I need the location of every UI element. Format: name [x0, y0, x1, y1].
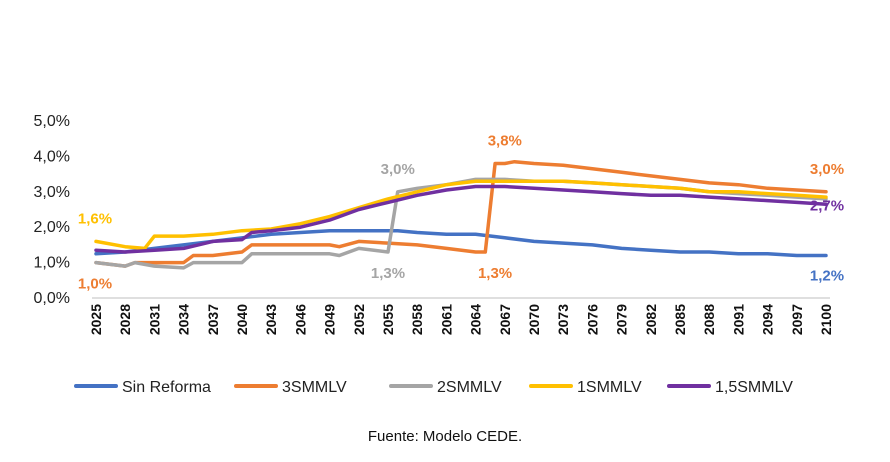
data-label: 1,3% [478, 265, 512, 282]
x-tick-label: 2079 [614, 304, 630, 335]
data-label: 3,0% [381, 161, 415, 178]
x-tick-label: 2070 [526, 304, 542, 335]
x-tick-label: 2049 [322, 304, 338, 335]
x-tick-label: 2028 [117, 304, 133, 335]
x-tick-label: 2034 [176, 304, 192, 335]
x-tick-label: 2064 [468, 304, 484, 335]
data-label: 3,8% [488, 132, 522, 149]
x-tick-label: 2073 [555, 304, 571, 335]
x-tick-label: 2061 [438, 304, 454, 335]
x-tick-label: 2082 [643, 304, 659, 335]
y-tick-label: 5,0% [34, 113, 70, 130]
y-tick-label: 3,0% [34, 184, 70, 201]
y-tick-label: 0,0% [34, 290, 70, 307]
x-tick-label: 2043 [263, 304, 279, 335]
y-tick-label: 4,0% [34, 148, 70, 165]
data-label: 1,6% [78, 210, 112, 227]
series-line-1smmlv [94, 179, 828, 251]
x-tick-label: 2094 [760, 304, 776, 335]
x-tick-label: 2031 [146, 304, 162, 335]
legend-label: 1SMMLV [577, 379, 642, 396]
x-tick-label: 2088 [701, 304, 717, 335]
legend-label: 1,5SMMLV [715, 379, 793, 396]
legend-label: Sin Reforma [122, 379, 211, 396]
x-tick-label: 2025 [88, 304, 104, 335]
y-tick-label: 1,0% [34, 255, 70, 272]
source-note: Fuente: Modelo CEDE. [367, 428, 523, 445]
x-tick-label: 2052 [351, 304, 367, 335]
x-tick-label: 2037 [205, 304, 221, 335]
data-label: 2,7% [810, 197, 844, 214]
x-tick-label: 2055 [380, 304, 396, 335]
series-line-3smmlv [94, 159, 828, 268]
data-label: 1,3% [371, 265, 405, 282]
legend-label: 3SMMLV [282, 379, 347, 396]
x-tick-label: 2058 [409, 304, 425, 335]
data-label: 1,2% [810, 268, 844, 285]
x-tick-label: 2067 [497, 304, 513, 335]
x-tick-label: 2091 [730, 304, 746, 335]
x-tick-label: 2097 [789, 304, 805, 335]
x-tick-label: 2085 [672, 304, 688, 335]
x-tick-label: 2076 [584, 304, 600, 335]
series-line-1-5smmlv [94, 184, 828, 254]
x-tick-label: 2100 [818, 304, 834, 335]
legend-label: 2SMMLV [437, 379, 502, 396]
x-tick-label: 2040 [234, 304, 250, 335]
data-label: 3,0% [810, 161, 844, 178]
x-tick-label: 2046 [292, 304, 308, 335]
y-tick-label: 2,0% [34, 219, 70, 236]
data-label: 1,0% [78, 276, 112, 293]
